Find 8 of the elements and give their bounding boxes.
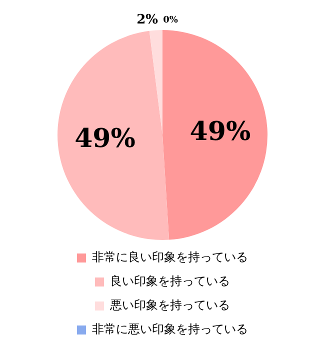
legend-label: 非常に良い印象を持っている <box>92 250 248 264</box>
data-label: 49% <box>74 124 136 154</box>
legend-label: 非常に悪い印象を持っている <box>92 322 248 336</box>
data-label: 2% <box>136 12 159 28</box>
text: 0% <box>163 15 178 26</box>
legend-label: 悪い印象を持っている <box>109 298 230 312</box>
data-label: 49% <box>190 116 251 147</box>
legend-label: 良い印象を持っている <box>110 274 230 288</box>
